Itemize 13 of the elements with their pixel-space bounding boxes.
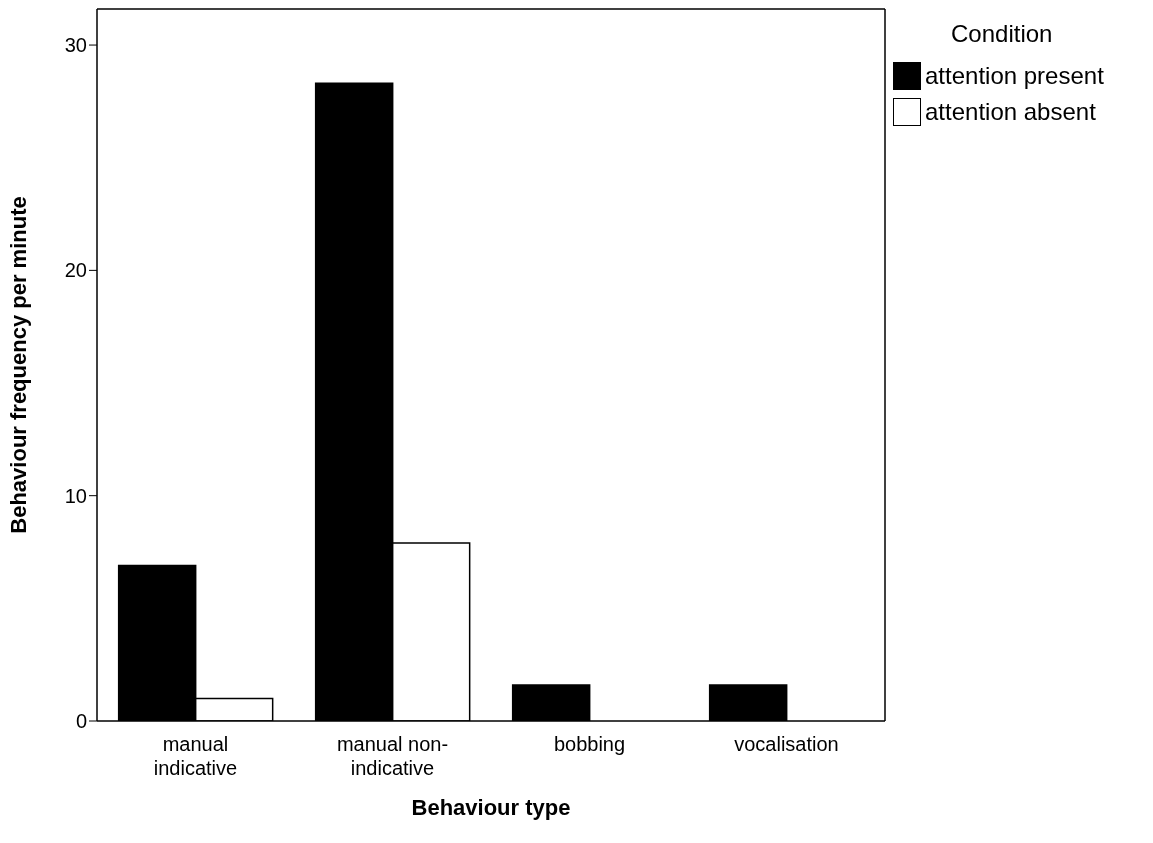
x-tick-label: vocalisation xyxy=(734,733,839,755)
legend-label: attention absent xyxy=(925,98,1096,126)
y-tick-label: 10 xyxy=(64,484,87,507)
legend-title: Condition xyxy=(951,20,1054,48)
x-tick-label: bobbing xyxy=(553,733,626,755)
x-axis-title: Behaviour type xyxy=(411,795,571,820)
y-tick-label: 30 xyxy=(64,34,87,57)
x-tick-label: manual non-indicative xyxy=(336,733,449,779)
x-tick-label: manual indicative xyxy=(153,733,238,779)
y-tick-label: 20 xyxy=(64,259,87,282)
y-axis-title: Behaviour frequency per minute xyxy=(5,196,31,534)
y-tick-label: 0 xyxy=(75,710,87,733)
legend-label: attention present xyxy=(925,62,1104,90)
